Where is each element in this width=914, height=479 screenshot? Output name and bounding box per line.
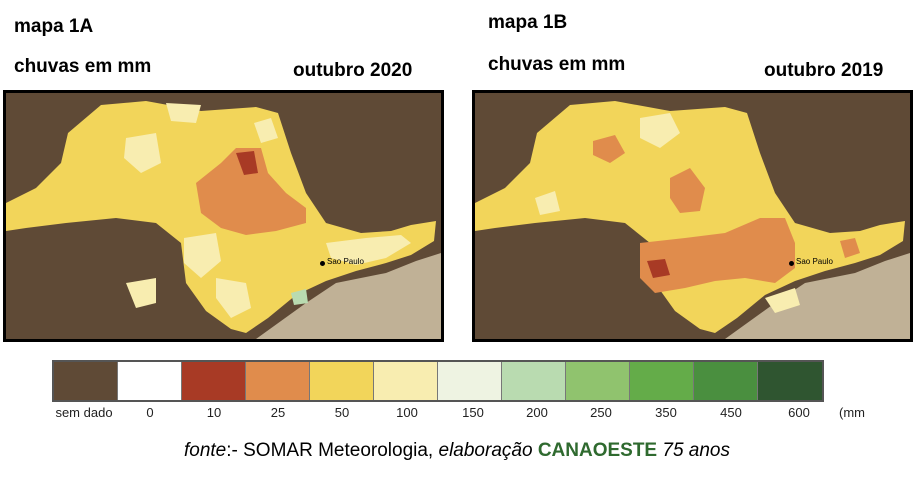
legend-label: 100 bbox=[396, 405, 418, 420]
legend-swatch-0 bbox=[118, 362, 182, 400]
legend-ticks: sem dado 0 10 25 50 100 150 200 250 350 … bbox=[0, 405, 914, 425]
map-a-date: outubro 2020 bbox=[293, 60, 413, 81]
legend-label: 10 bbox=[206, 405, 222, 420]
legend-bar bbox=[52, 360, 824, 402]
map-a-panel: Sao Paulo bbox=[3, 90, 444, 342]
map-b-city-label: Sao Paulo bbox=[796, 257, 833, 266]
legend-swatch-10 bbox=[182, 362, 246, 400]
map-a-title: mapa 1A bbox=[14, 16, 94, 37]
legend-label: 450 bbox=[720, 405, 742, 420]
legend-swatch-150 bbox=[438, 362, 502, 400]
legend-swatch-sem-dado bbox=[54, 362, 118, 400]
legend-swatch-200 bbox=[502, 362, 566, 400]
legend-label: 200 bbox=[526, 405, 548, 420]
legend-label: 50 bbox=[334, 405, 350, 420]
legend-label: 150 bbox=[462, 405, 484, 420]
map-a-svg bbox=[6, 93, 441, 339]
footer-fonte: fonte bbox=[183, 440, 227, 461]
map-b-state bbox=[475, 101, 905, 333]
map-b-panel: Sao Paulo bbox=[472, 90, 913, 342]
legend-label: 250 bbox=[590, 405, 612, 420]
legend-swatch-450 bbox=[694, 362, 758, 400]
footer-org: CANAOESTE bbox=[537, 440, 658, 461]
map-b-ocean bbox=[725, 253, 910, 339]
legend-swatch-100 bbox=[374, 362, 438, 400]
legend-swatch-350 bbox=[630, 362, 694, 400]
map-b-city-dot bbox=[789, 261, 794, 266]
legend-swatch-25 bbox=[246, 362, 310, 400]
legend-label: sem dado bbox=[55, 405, 113, 420]
legend-label: 350 bbox=[655, 405, 677, 420]
legend-label: 0 bbox=[146, 405, 154, 420]
legend-swatch-600 bbox=[758, 362, 822, 400]
map-b-date: outubro 2019 bbox=[764, 60, 884, 81]
map-a-city-dot bbox=[320, 261, 325, 266]
map-b-subtitle: chuvas em mm bbox=[488, 54, 626, 75]
legend-label: 600 bbox=[788, 405, 810, 420]
footer-anos: 75 anos bbox=[657, 440, 731, 461]
footer-elaboracao: elaboração bbox=[438, 440, 533, 461]
map-b-svg bbox=[475, 93, 910, 339]
legend-swatch-250 bbox=[566, 362, 630, 400]
legend-swatch-50 bbox=[310, 362, 374, 400]
map-a-ocean bbox=[256, 253, 441, 339]
footer-source: :- SOMAR Meteorologia, bbox=[226, 440, 439, 461]
legend-unit: (mm bbox=[839, 405, 865, 420]
map-b-title: mapa 1B bbox=[488, 12, 568, 33]
map-a-city-label: Sao Paulo bbox=[327, 257, 364, 266]
source-footer: fonte:- SOMAR Meteorologia, elaboração C… bbox=[0, 440, 914, 462]
legend-label: 25 bbox=[270, 405, 286, 420]
map-a-subtitle: chuvas em mm bbox=[14, 56, 152, 77]
